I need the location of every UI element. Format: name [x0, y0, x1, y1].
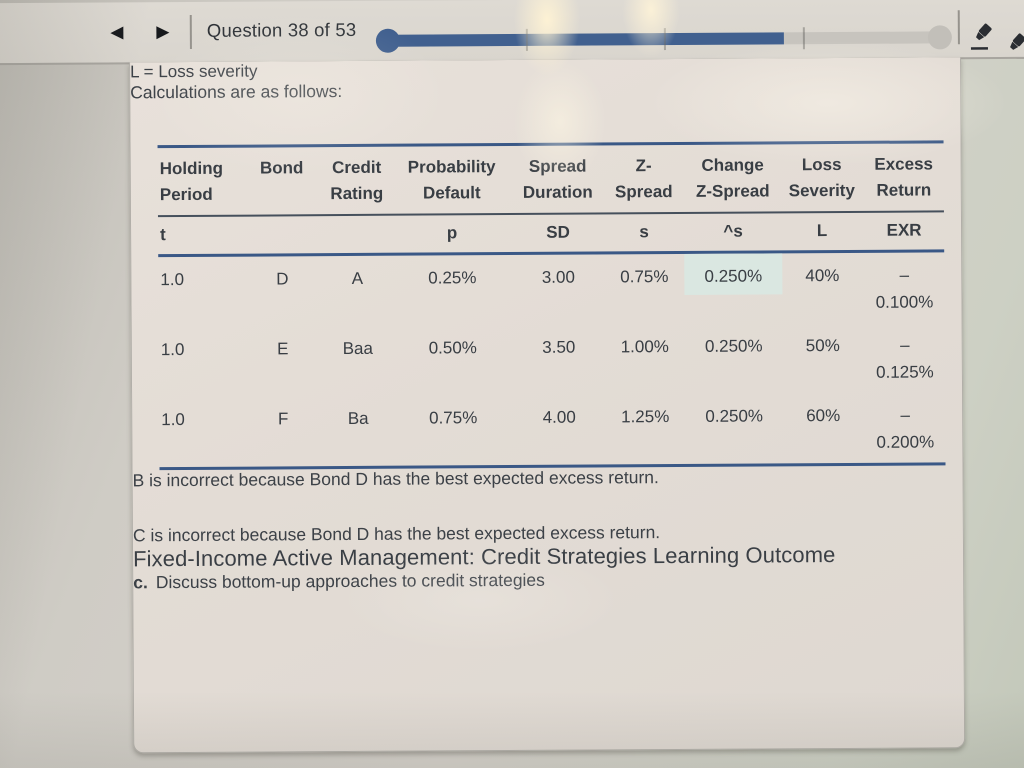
table-row: 1.0 E Baa 0.50% 3.50 1.00% 0.250% 50% –0…	[160, 335, 934, 382]
previous-question-button[interactable]: ◀	[100, 16, 134, 48]
highlighter-edge-icon[interactable]	[1002, 31, 1024, 61]
explanation-b: B is incorrect because Bond D has the be…	[132, 467, 659, 491]
progress-end-cap	[927, 25, 952, 50]
outcome-item-text: Discuss bottom-up approaches to credit s…	[155, 569, 545, 593]
question-content-card: L = Loss severity Calculations are as fo…	[129, 57, 966, 754]
table-header-row: Holding Period Bond Credit Rating Probabil…	[157, 143, 944, 218]
table-row: 1.0 F Ba 0.75% 4.00 1.25% 0.250% 60% –0.…	[161, 405, 935, 452]
outcome-item-letter: c.	[133, 572, 148, 593]
toolbar-divider	[957, 10, 960, 45]
progress-tick	[663, 28, 666, 51]
question-counter: Question 38 of 53	[206, 18, 357, 41]
question-progress-bar[interactable]	[375, 25, 952, 53]
highlighted-cell: 0.250%	[686, 262, 780, 317]
table-symbol-row: t p SD s ^s L EXR	[157, 212, 945, 258]
highlighter-icon[interactable]	[968, 23, 996, 53]
table-row: 1.0 D A 0.25% 3.00 0.75% 0.250% 40% –0.1…	[158, 252, 944, 327]
question-toolbar: ◀ ▶ Question 38 of 53	[0, 0, 1024, 66]
calculations-table: Holding Period Bond Credit Rating Probabil…	[157, 140, 946, 471]
next-question-button[interactable]: ▶	[146, 16, 180, 48]
progress-start-cap	[375, 28, 400, 53]
learning-outcome-item: c. Discuss bottom-up approaches to credit…	[133, 567, 963, 593]
progress-tick	[525, 28, 528, 51]
progress-tick	[802, 27, 805, 50]
intro-text: Calculations are as follows:	[130, 81, 343, 103]
toolbar-divider	[189, 14, 192, 49]
progress-fill	[386, 32, 785, 47]
